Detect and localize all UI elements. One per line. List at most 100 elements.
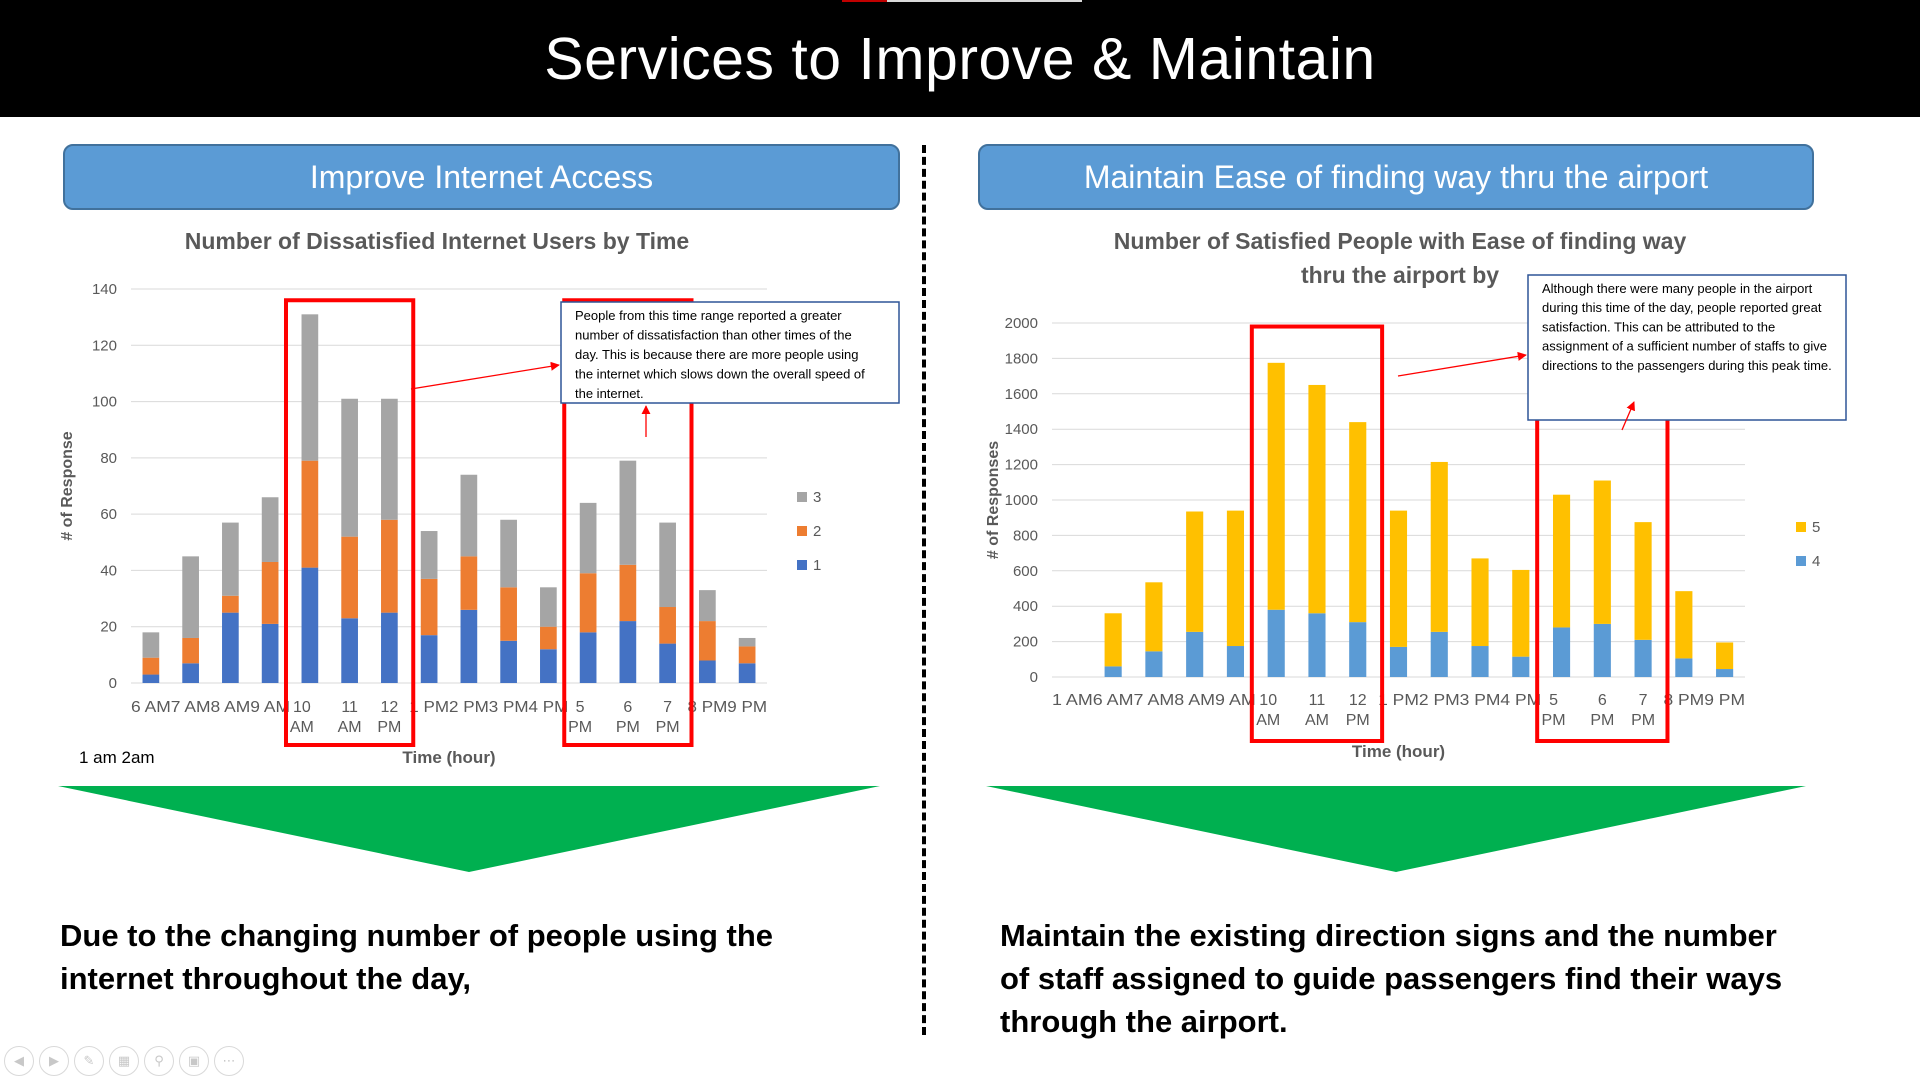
bar-segment — [619, 621, 637, 683]
bar-segment — [341, 536, 358, 619]
bar-segment — [1308, 384, 1326, 614]
callout-box — [560, 301, 900, 404]
bar-segment — [1104, 666, 1122, 677]
y-tick-label: 1800 — [1005, 350, 1038, 367]
callout-arrow — [1621, 401, 1635, 431]
pen-tool-button[interactable]: ✎ — [74, 1046, 104, 1076]
previous-slide-button[interactable]: ◀ — [4, 1046, 34, 1076]
bar-segment — [1226, 646, 1245, 677]
subtitles-button[interactable]: ▣ — [179, 1046, 209, 1076]
next-icon: ▶ — [49, 1053, 59, 1069]
bar-segment — [659, 522, 676, 608]
bar-segment — [1593, 480, 1611, 624]
x-tick-label: 6 AM — [131, 699, 171, 716]
chart-title: Number of Satisfied People with Ease of … — [1114, 228, 1687, 254]
x-tick-label-line: PM — [377, 719, 401, 736]
x-tick-label-line: AM — [1256, 712, 1280, 729]
bar-segment — [341, 618, 358, 683]
legend-swatch — [797, 560, 807, 570]
highlight-box — [562, 298, 694, 747]
callout-text-line: directions to the passengers during this… — [1542, 358, 1832, 373]
bar-segment — [222, 612, 239, 683]
y-tick-label: 20 — [100, 619, 117, 636]
highlight-box — [1249, 324, 1385, 743]
bar-segment — [738, 663, 756, 683]
y-tick-label: 80 — [100, 450, 117, 467]
bar-segment — [301, 567, 319, 683]
bar-segment — [381, 519, 398, 613]
right-down-arrow-shape — [986, 786, 1806, 872]
see-all-slides-button[interactable]: ▦ — [109, 1046, 139, 1076]
x-tick-label: 1 PM — [409, 699, 449, 716]
callout-text-line: assignment of a sufficient number of sta… — [1542, 339, 1827, 354]
bar-segment — [540, 649, 557, 683]
bar-segment — [1512, 656, 1530, 677]
bar-segment — [1552, 627, 1571, 677]
y-tick-label: 100 — [92, 394, 117, 411]
more-options-button[interactable]: ⋯ — [214, 1046, 244, 1076]
more-icon: ⋯ — [222, 1053, 236, 1069]
bar-segment — [1349, 422, 1367, 623]
right-conclusion-line: through the airport. — [1000, 1004, 1288, 1039]
x-tick-label: 12 PM — [377, 699, 401, 736]
x-tick-label-line: PM — [1631, 712, 1655, 729]
bar-segment — [182, 663, 199, 683]
x-tick-label: 3 PM — [489, 699, 529, 716]
subtitles-icon: ▣ — [187, 1053, 201, 1069]
x-tick-label: 5 PM — [568, 699, 592, 736]
callout-text-line: number of dissatisfaction than other tim… — [575, 328, 852, 343]
x-tick-label-line: 7 — [663, 699, 672, 716]
slides-icon: ▦ — [117, 1053, 131, 1069]
x-tick-label-line: PM — [568, 719, 592, 736]
bar-segment — [142, 657, 160, 675]
x-tick-label-line: PM — [656, 719, 680, 736]
bar-segment — [1308, 613, 1326, 677]
bar-segment — [659, 643, 676, 683]
x-tick-label-line: AM — [290, 719, 314, 736]
x-tick-label: 2 PM — [449, 699, 489, 716]
highlight-box — [284, 298, 416, 747]
pen-icon: ✎ — [83, 1053, 95, 1069]
bar-segment — [222, 522, 239, 596]
next-slide-button[interactable]: ▶ — [39, 1046, 69, 1076]
x-tick-label: 8 AM — [1174, 692, 1215, 709]
x-tick-label-line: PM — [1542, 712, 1566, 729]
right-conclusion-line: of staff assigned to guide passengers fi… — [1000, 961, 1783, 996]
callout-arrow — [410, 361, 560, 390]
bar-segment — [341, 398, 358, 537]
bar-segment — [381, 612, 398, 683]
bar-segment — [500, 519, 517, 588]
x-tick-label: 6 PM — [616, 699, 640, 736]
y-tick-label: 2000 — [1005, 315, 1038, 332]
x-axis-label: Time (hour) — [402, 748, 495, 767]
x-tick-label: 10 AM — [1256, 692, 1280, 729]
left-panel-header-label: Improve Internet Access — [309, 158, 654, 195]
wayfinding-satisfaction-chart: 0 200 400 600 800 1000 1200 1400 1600 1800 2000 1 A… — [985, 228, 1847, 761]
x-tick-label: 7 PM — [1631, 692, 1655, 729]
zoom-button[interactable]: ⚲ — [144, 1046, 174, 1076]
x-tick-label: 9 AM — [250, 699, 290, 716]
bar-segment — [659, 607, 676, 644]
x-tick-label: 7 PM — [656, 699, 680, 736]
x-tick-label: 4 PM — [529, 699, 569, 716]
right-conclusion-text: Maintain the existing direction signs an… — [1000, 914, 1820, 1043]
bar-segment — [301, 314, 319, 461]
x-tick-label-line: AM — [1305, 712, 1329, 729]
x-tick-label: 12 PM — [1346, 692, 1370, 729]
x-tick-label-line: 11 — [1309, 692, 1326, 709]
x-tick-label: 7 AM — [171, 699, 211, 716]
bar-segment — [420, 531, 438, 579]
right-conclusion-line: Maintain the existing direction signs an… — [1000, 918, 1777, 953]
presenter-nav-controls: ◀ ▶ ✎ ▦ ⚲ ▣ ⋯ — [4, 1046, 244, 1076]
bar-segment — [699, 590, 716, 622]
bar-segment — [1389, 510, 1408, 647]
legend-swatch — [1796, 522, 1806, 532]
x-tick-label-line: 12 — [1349, 692, 1367, 709]
x-tick-label: 9 PM — [727, 699, 767, 716]
legend-label: 1 — [813, 557, 821, 574]
x-tick-label-line: PM — [616, 719, 640, 736]
left-conclusion-text: Due to the changing number of people usi… — [60, 914, 840, 1000]
y-tick-label: 600 — [1013, 563, 1038, 580]
x-tick-label-line: 6 — [1598, 692, 1607, 709]
